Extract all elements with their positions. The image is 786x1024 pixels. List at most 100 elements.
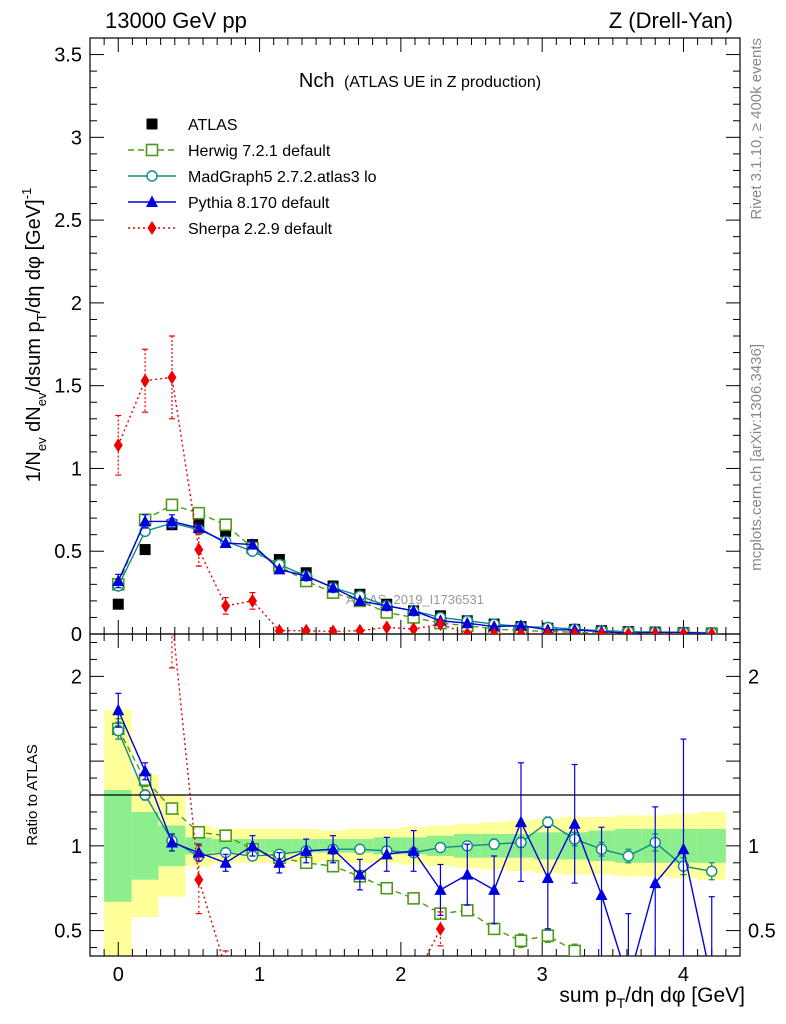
main-pythia-8-170-default-point <box>380 599 393 611</box>
main-sherpa-2-2-9-default-point <box>382 620 392 634</box>
main-sherpa-2-2-9-default-point <box>113 438 123 453</box>
xtick-label: 1 <box>254 964 265 986</box>
xtick-label: 0 <box>113 964 124 986</box>
ratio-band-green <box>265 839 293 853</box>
main-pythia-8-170-default-point <box>353 594 366 606</box>
ratio-madgraph5-2-7-2-atlas3-lo-point <box>354 843 366 855</box>
main-sherpa-2-2-9-default-point <box>274 623 284 634</box>
ratio-herwig-7-2-1-default-point <box>192 825 206 839</box>
legend-label: ATLAS <box>188 117 238 134</box>
legend-item: ATLAS <box>146 117 238 134</box>
ratio-pythia-8-170-default-point <box>514 815 527 828</box>
analysis-watermark: ATLAS_2019_I1736531 <box>346 592 484 607</box>
ratio-pythia-8-170-default-point <box>353 868 366 880</box>
legend-label: Sherpa 2.2.9 default <box>188 221 333 238</box>
ratio-herwig-7-2-1-default-point <box>165 802 179 815</box>
main-sherpa-2-2-9-default-point <box>678 627 688 634</box>
ratio-ytick-label-right: 1 <box>748 836 759 858</box>
ratio-pythia-8-170-default-point <box>139 764 152 777</box>
legend-marker <box>146 118 158 130</box>
ratio-madgraph5-2-7-2-atlas3-lo-point <box>488 838 500 850</box>
main-ytick-label: 0 <box>71 624 82 646</box>
ratio-herwig-7-2-1-default-line <box>117 728 582 956</box>
ratio-pythia-8-170-default-point <box>461 868 474 880</box>
ratio-pythia-8-170-default-point <box>327 842 340 855</box>
main-herwig-7-2-1-default-point <box>192 506 206 520</box>
main-sherpa-2-2-9-default-point <box>221 598 231 613</box>
ratio-pythia-8-170-default-point <box>112 703 125 716</box>
main-sherpa-2-2-9-default-point <box>570 627 580 634</box>
xtick-label: 3 <box>537 964 548 986</box>
xtick-label: 4 <box>678 964 689 986</box>
ratio-band-green <box>131 811 159 880</box>
main-pythia-8-170-default-point <box>407 604 420 616</box>
main-ytick-label: 1.5 <box>54 376 82 398</box>
ratio-sherpa-2-2-9-default-point <box>435 921 445 936</box>
legend-item: Pythia 8.170 default <box>128 195 330 212</box>
main-pythia-8-170-default-point <box>300 569 313 582</box>
ratio-herwig-7-2-1-default-point <box>380 881 394 895</box>
legend: ATLAS Herwig 7.2.1 default MadGraph5 2.7.2… <box>128 117 377 238</box>
ratio-herwig-7-2-1-default-point <box>514 934 528 948</box>
main-ytick-label: 3.5 <box>54 45 82 67</box>
mcplots-label: mcplots.cern.ch [arXiv:1306.3436] <box>748 344 765 571</box>
main-atlas-point <box>220 525 232 537</box>
ratio-ylabel: Ratio to ATLAS <box>24 744 41 845</box>
main-pythia-8-170-default-point <box>112 574 125 587</box>
legend-item: MadGraph5 2.7.2.atlas3 lo <box>128 169 377 186</box>
main-sherpa-2-2-9-default-point <box>597 627 607 634</box>
ratio-pythia-8-170-default-point <box>273 856 286 868</box>
rivet-version-label: Rivet 3.1.10, ≥ 400k events <box>748 38 765 220</box>
ratio-pythia-8-170-default-point <box>568 817 581 829</box>
legend-marker <box>146 195 158 207</box>
ratio-ytick-label-left: 0.5 <box>54 921 82 943</box>
svg-text:1/Nev dNev/dsum pT/dη dφ [GeV: 1/Nev dNev/dsum pT/dη dφ [GeV]-1 <box>19 188 49 483</box>
main-pythia-8-170-default-point <box>327 581 340 593</box>
ratio-pythia-8-170-default-point <box>219 856 232 868</box>
ratio-pythia-8-170-default-point <box>595 888 608 900</box>
ratio-pythia-8-170-default-point <box>246 839 259 851</box>
ratio-ytick-label-right: 0.5 <box>748 921 776 943</box>
main-sherpa-2-2-9-default-point <box>435 617 445 632</box>
main-sherpa-2-2-9-default-point <box>301 623 311 634</box>
main-sherpa-2-2-9-default-point <box>707 627 717 634</box>
main-sherpa-2-2-9-default-point <box>140 373 150 388</box>
ratio-sherpa-2-2-9-default-point <box>194 872 204 887</box>
legend-label: Herwig 7.2.1 default <box>188 143 331 160</box>
main-sherpa-2-2-9-default-point <box>516 627 526 634</box>
legend-marker <box>146 170 158 182</box>
ratio-madgraph5-2-7-2-atlas3-lo-point <box>622 850 635 862</box>
main-pythia-8-170-default-point <box>273 562 286 575</box>
main-pythia-8-170-default-point <box>219 536 232 548</box>
legend-item: Sherpa 2.2.9 default <box>128 221 333 238</box>
main-pythia-8-170-default-point <box>139 514 152 527</box>
ratio-herwig-7-2-1-default-point <box>568 944 581 956</box>
ratio-band-green <box>697 828 726 863</box>
ratio-herwig-7-2-1-default-point <box>541 929 555 942</box>
legend-label: MadGraph5 2.7.2.atlas3 lo <box>188 169 377 186</box>
main-ylabel: 1/Nev dNev/dsum pT/dη dφ [GeV]-1 <box>19 188 49 483</box>
ratio-pythia-8-170-default-point <box>300 844 313 856</box>
plot-title: Nch (ATLAS UE in Z production) <box>299 70 541 92</box>
xlabel: sum pT/dη dφ [GeV] <box>559 984 745 1011</box>
legend-label: Pythia 8.170 default <box>188 195 330 212</box>
ratio-pythia-8-170-default-point <box>380 847 393 860</box>
ratio-madgraph5-2-7-2-atlas3-lo-point <box>706 865 718 877</box>
main-sherpa-2-2-9-default-point <box>543 627 553 634</box>
ratio-herwig-7-2-1-default-point <box>460 903 474 917</box>
main-atlas-point <box>112 598 124 610</box>
main-ytick-label: 2.5 <box>54 210 82 232</box>
main-sherpa-2-2-9-default-point <box>489 627 499 634</box>
ratio-ytick-label-left: 1 <box>71 836 82 858</box>
ratio-pythia-8-170-default-point <box>541 871 554 884</box>
main-pythia-8-170-default-point <box>514 619 527 631</box>
ratio-herwig-7-2-1-default-point <box>487 922 501 936</box>
ratio-pythia-8-170-default-point <box>407 844 420 856</box>
main-herwig-7-2-1-default-point <box>219 518 232 532</box>
main-pythia-8-170-default-point <box>165 514 178 527</box>
main-sherpa-2-2-9-default-point <box>355 623 365 634</box>
main-pythia-8-170-default-point <box>461 616 474 629</box>
main-sherpa-2-2-9-default-point <box>650 627 660 634</box>
main-ytick-label: 1 <box>71 458 82 480</box>
main-sherpa-2-2-9-default-point <box>623 627 633 634</box>
